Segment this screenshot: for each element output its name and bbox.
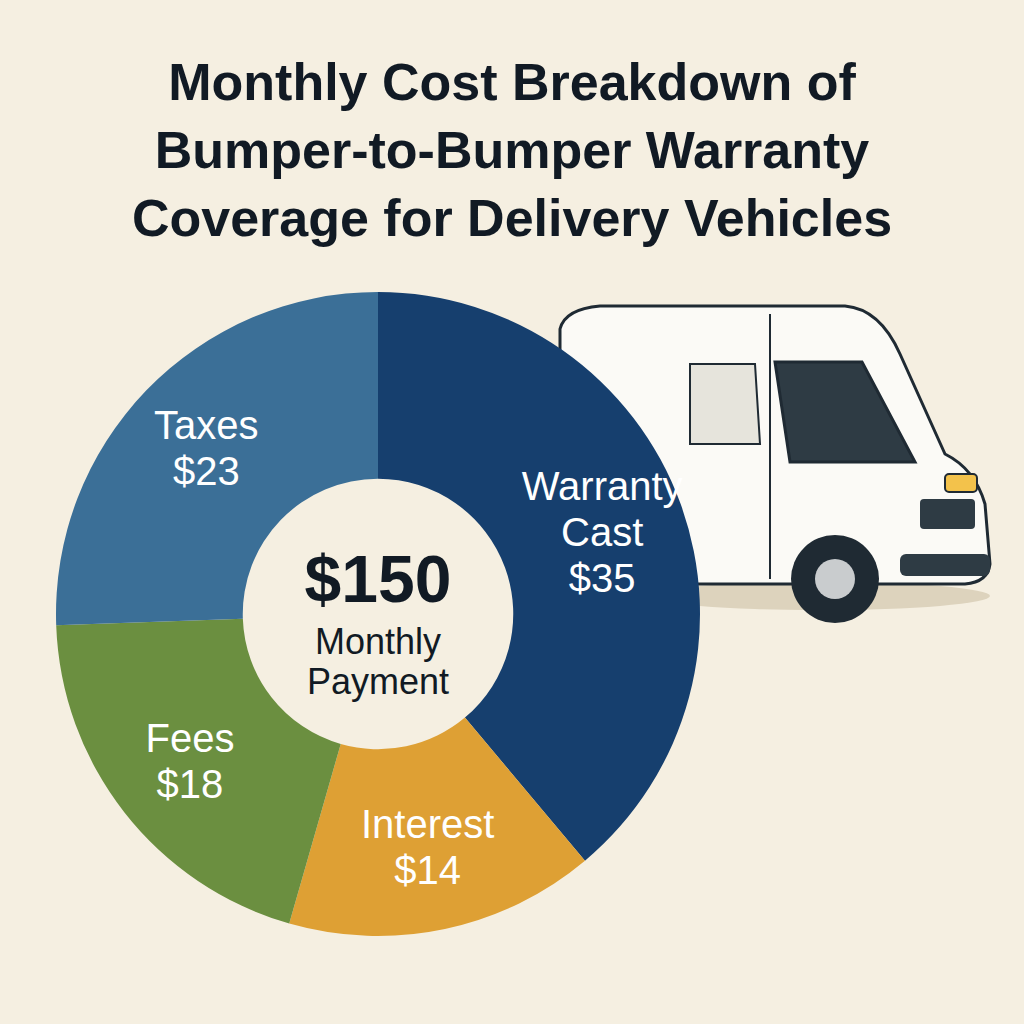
- title: Monthly Cost Breakdown of Bumper-to-Bumpe…: [132, 53, 892, 247]
- slice-category: Taxes: [154, 403, 259, 447]
- center-amount: $150: [305, 542, 452, 616]
- slice-category: WarrantyCast: [522, 464, 683, 554]
- van-wheel: [791, 535, 879, 623]
- slices: [56, 292, 700, 936]
- center-caption: MonthlyPayment: [307, 621, 449, 702]
- slice-value: $18: [157, 762, 224, 806]
- slice-category-line: Cast: [561, 510, 643, 554]
- title-line: Monthly Cost Breakdown of: [168, 53, 856, 111]
- slice-value: $14: [394, 848, 461, 892]
- slice-category-line: Interest: [361, 802, 494, 846]
- van-grille: [920, 499, 975, 529]
- van-side-window: [690, 364, 760, 444]
- title-line: Coverage for Delivery Vehicles: [132, 189, 892, 247]
- title-line: Bumper-to-Bumper Warranty: [155, 121, 870, 179]
- van-door-line: [769, 314, 771, 579]
- slice-category-line: Warranty: [522, 464, 683, 508]
- slice-labels: WarrantyCast$35 Interest$14 Fees$18 Taxes$2…: [145, 403, 682, 892]
- slice-category-line: Taxes: [154, 403, 259, 447]
- pie-slice: [56, 619, 341, 924]
- van-window: [775, 362, 915, 462]
- slice-value: $35: [569, 556, 636, 600]
- van-headlight: [945, 474, 977, 492]
- center-caption-line: Payment: [307, 661, 449, 702]
- chart: Monthly Cost Breakdown of Bumper-to-Bumpe…: [0, 0, 1024, 1024]
- center-caption-line: Monthly: [315, 621, 441, 662]
- slice-category: Fees: [145, 716, 234, 760]
- van-bumper: [900, 554, 990, 576]
- slice-category: Interest: [361, 802, 494, 846]
- slice-value: $23: [173, 449, 240, 493]
- van-hub: [815, 559, 855, 599]
- slice-category-line: Fees: [145, 716, 234, 760]
